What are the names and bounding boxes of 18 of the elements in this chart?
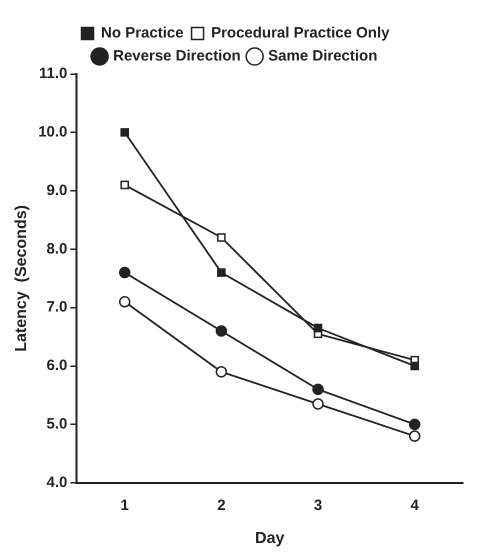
x-tick-label: 2 <box>217 496 226 514</box>
y-tick-label: 7.0 <box>46 298 68 316</box>
y-tick-label: 9.0 <box>46 182 68 199</box>
legend-label: No Practice <box>101 24 184 42</box>
x-axis-title: Day <box>255 530 284 547</box>
y-tick-label: 8.0 <box>46 240 68 258</box>
x-tick-label: 4 <box>410 496 420 514</box>
y-tick-label: 11.0 <box>39 65 68 82</box>
y-tick-label: 4.0 <box>46 474 68 491</box>
y-axis-title: Latency (Seconds) <box>13 205 30 352</box>
legend-label: Procedural Practice Only <box>211 24 390 42</box>
y-tick-label: 6.0 <box>46 357 68 374</box>
legend-label: Same Direction <box>268 48 378 65</box>
x-tick-label: 3 <box>314 496 322 514</box>
x-tick-label: 1 <box>120 496 129 514</box>
y-tick-label: 5.0 <box>46 416 68 433</box>
y-tick-label: 10.0 <box>38 124 68 141</box>
legend-label: Reverse Direction <box>113 48 241 65</box>
